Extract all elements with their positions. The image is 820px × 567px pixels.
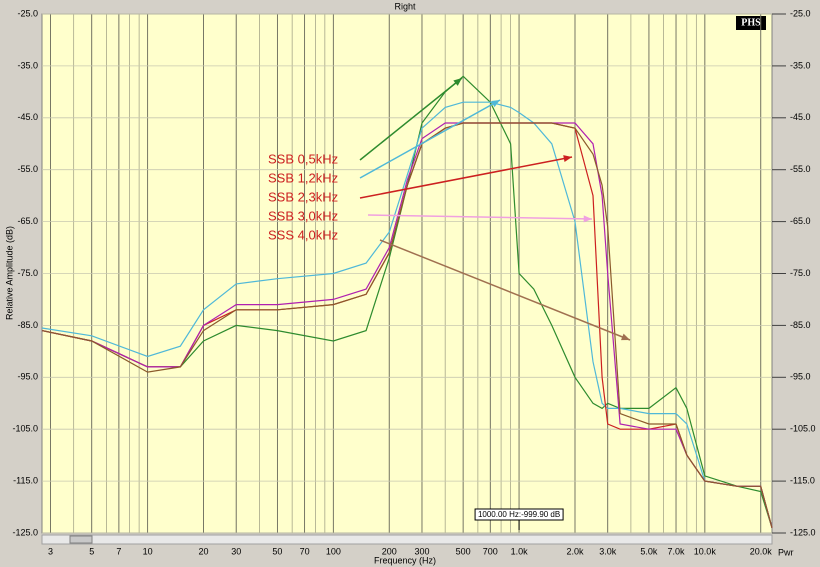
power-label: Pwr	[778, 547, 794, 557]
arrow-head	[583, 215, 592, 223]
y-tick-label: -35.0	[17, 60, 38, 70]
y-tick-label: -55.0	[17, 164, 38, 174]
annotation-arrow	[359, 156, 573, 199]
x-tick-label: 7	[116, 546, 121, 556]
x-tick-label: 50	[272, 546, 282, 556]
annotation: SSS 4,0kHz	[268, 227, 338, 242]
y2-tick-label: -65.0	[790, 216, 811, 226]
chart-title: Right	[394, 1, 416, 11]
arrow-head	[491, 100, 500, 108]
y2-tick-label: -35.0	[790, 60, 811, 70]
x-tick-label: 10	[143, 546, 153, 556]
annotation: SSB 0,5kHz	[268, 151, 338, 166]
y2-tick-label: -115.0	[790, 475, 815, 485]
annotation: SSB 3,0kHz	[268, 208, 338, 223]
scrollbar[interactable]	[41, 534, 773, 545]
x-tick-label: 200	[382, 546, 397, 556]
arrow-head	[563, 155, 572, 163]
y-tick-label: -125.0	[12, 527, 38, 537]
annotation-arrow	[379, 239, 631, 341]
annotation-arrow	[359, 99, 501, 179]
y-tick-label: -25.0	[17, 8, 38, 18]
x-tick-label: 2.0k	[566, 546, 584, 556]
series-line	[41, 101, 773, 528]
y2-tick-label: -105.0	[790, 424, 816, 434]
x-tick-label: 10.0k	[694, 546, 717, 556]
y2-tick-label: -25.0	[790, 8, 811, 18]
x-axis-label: Frequency (Hz)	[374, 555, 436, 565]
logo: PHS	[741, 17, 761, 28]
scroll-thumb[interactable]	[69, 535, 93, 544]
y-tick-label: -85.0	[17, 320, 38, 330]
cursor-label: 1000.00 Hz:-999.90 dB	[478, 510, 560, 519]
y2-tick-label: -75.0	[790, 268, 811, 278]
x-tick-label: 5	[89, 546, 94, 556]
x-tick-label: 100	[326, 546, 341, 556]
y2-tick-label: -85.0	[790, 320, 811, 330]
y-tick-label: -115.0	[13, 475, 38, 485]
y2-tick-label: -45.0	[790, 112, 811, 122]
x-tick-label: 7.0k	[668, 546, 686, 556]
logo-box	[736, 16, 766, 30]
annotation: SSB 2,3kHz	[268, 189, 338, 204]
y2-tick-label: -125.0	[790, 527, 816, 537]
x-tick-label: 3	[48, 546, 53, 556]
y-tick-label: -75.0	[17, 268, 38, 278]
annotation: SSB 1,2kHz	[268, 170, 338, 185]
annotation-arrow	[367, 214, 593, 220]
x-tick-label: 700	[483, 546, 498, 556]
y-tick-label: -65.0	[17, 216, 38, 226]
x-tick-label: 500	[456, 546, 471, 556]
y2-tick-label: -95.0	[790, 372, 811, 382]
x-tick-label: 30	[231, 546, 241, 556]
x-tick-label: 70	[300, 546, 310, 556]
annotation-arrow	[359, 77, 463, 161]
y-tick-label: -45.0	[17, 112, 38, 122]
x-tick-label: 300	[414, 546, 429, 556]
x-tick-label: 5.0k	[640, 546, 658, 556]
x-tick-label: 20.0k	[750, 546, 773, 556]
x-tick-label: 20	[199, 546, 209, 556]
arrow-head	[621, 333, 630, 341]
y-tick-label: -95.0	[17, 372, 38, 382]
arrow-head	[453, 78, 462, 86]
series-line	[41, 122, 773, 528]
x-tick-label: 3.0k	[599, 546, 617, 556]
x-tick-label: 1.0k	[511, 546, 529, 556]
y-tick-label: -105.0	[12, 424, 38, 434]
series-line	[41, 75, 773, 528]
y-axis-label: Relative Amplitude (dB)	[4, 226, 14, 320]
y2-tick-label: -55.0	[790, 164, 811, 174]
